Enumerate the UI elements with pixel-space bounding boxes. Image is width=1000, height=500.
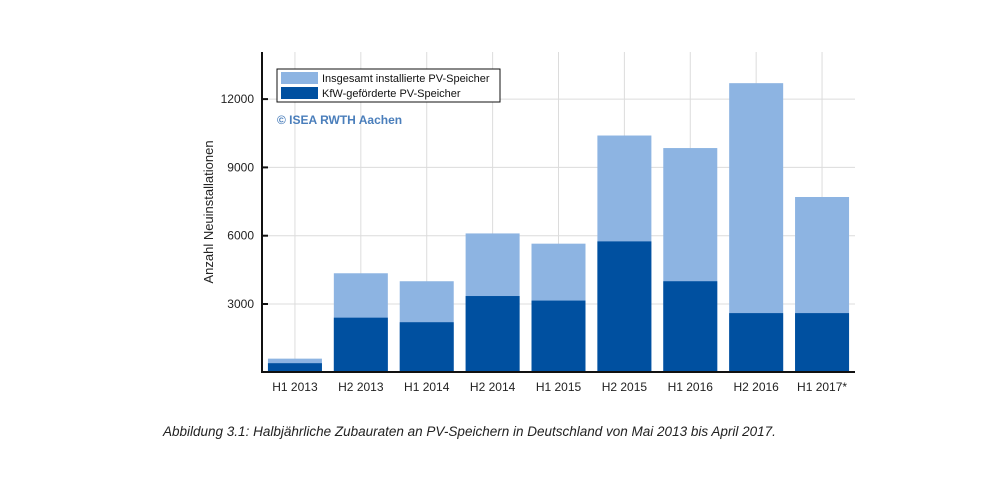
- bar-kfw: [399, 322, 454, 372]
- x-tick-label: H2 2015: [602, 380, 648, 394]
- bar-kfw: [333, 317, 388, 372]
- legend: Insgesamt installierte PV-Speicher KfW-g…: [276, 68, 501, 103]
- x-ticks: H1 2013 H2 2013 H1 2014 H2 2014 H1 2015 H2 20…: [272, 380, 847, 394]
- x-tick-label: H1 2017*: [797, 380, 847, 394]
- x-tick-label: H2 2014: [470, 380, 516, 394]
- bar-kfw: [267, 363, 322, 372]
- bar-kfw: [465, 296, 520, 372]
- legend-swatch-total: [281, 72, 318, 84]
- y-tick-label: 3000: [227, 297, 254, 311]
- x-tick-label: H1 2013: [272, 380, 318, 394]
- y-ticks: 3000 6000 9000 12000: [221, 92, 268, 311]
- y-tick-label: 9000: [227, 160, 254, 174]
- bar-kfw: [729, 313, 784, 372]
- x-tick-label: H2 2013: [338, 380, 384, 394]
- y-tick-label: 6000: [227, 229, 254, 243]
- bar-kfw: [663, 281, 718, 372]
- x-tick-label: H1 2014: [404, 380, 450, 394]
- legend-swatch-kfw: [281, 87, 318, 99]
- copyright-watermark: © ISEA RWTH Aachen: [277, 113, 402, 127]
- y-tick-label: 12000: [221, 92, 255, 106]
- bar-kfw: [531, 300, 586, 372]
- axes: [261, 52, 855, 373]
- bar-kfw: [597, 241, 652, 372]
- x-tick-label: H1 2016: [668, 380, 714, 394]
- legend-label-total: Insgesamt installierte PV-Speicher: [322, 73, 490, 85]
- x-tick-label: H1 2015: [536, 380, 582, 394]
- bars: [267, 83, 850, 372]
- legend-label-kfw: KfW-geförderte PV-Speicher: [322, 88, 461, 100]
- x-tick-label: H2 2016: [733, 380, 779, 394]
- figure-caption: Abbildung 3.1: Halbjährliche Zubauraten …: [163, 424, 776, 439]
- bar-kfw: [795, 313, 850, 372]
- y-axis-label: Anzahl Neuinstallationen: [201, 140, 216, 283]
